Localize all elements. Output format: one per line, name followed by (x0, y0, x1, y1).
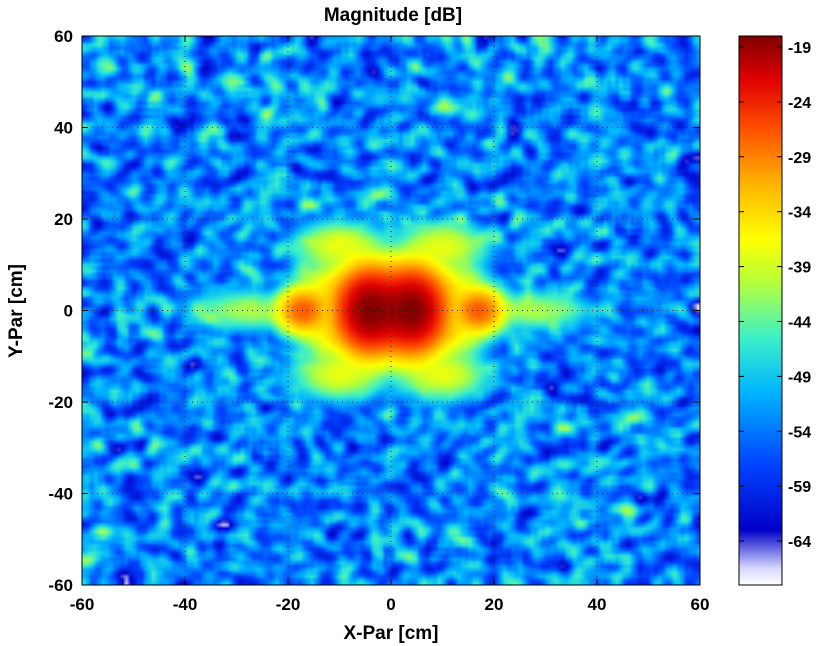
colorbar-tick-label: -64 (788, 534, 811, 551)
x-tick-label: -20 (276, 595, 301, 614)
colorbar-gradient (738, 35, 783, 586)
x-tick-label: 60 (691, 595, 710, 614)
x-axis-label: X-Par [cm] (343, 623, 438, 644)
y-tick-label: -40 (48, 485, 73, 504)
y-tick-label: 0 (64, 302, 73, 321)
colorbar-tick-label: -59 (788, 479, 811, 496)
colorbar-ticks: -19 -24 -29 -34 -39 -44 -49 -54 -59 -64 (739, 40, 811, 551)
y-axis-ticks: 60 40 20 0 -20 -40 -60 (48, 27, 700, 595)
y-tick-label: -60 (48, 576, 73, 595)
colorbar-tick-label: -34 (788, 205, 811, 222)
y-tick-label: -20 (48, 393, 73, 412)
y-axis-label: Y-Par [cm] (6, 264, 27, 358)
colorbar-tick-label: -54 (788, 424, 811, 441)
colorbar-tick-label: -19 (788, 40, 811, 57)
colorbar-tick-label: -44 (788, 314, 811, 331)
colorbar-tick-label: -24 (788, 95, 811, 112)
plot-area: -60 -40 -20 0 20 40 60 60 40 20 0 -20 -40 -60 (48, 27, 709, 614)
grid-lines (82, 36, 700, 585)
x-tick-label: 40 (588, 595, 607, 614)
y-tick-label: 20 (54, 210, 73, 229)
x-tick-label: 20 (485, 595, 504, 614)
x-tick-label: -60 (70, 595, 95, 614)
colorbar: -19 -24 -29 -34 -39 -44 -49 -54 -59 -64 (738, 35, 811, 586)
y-tick-label: 60 (54, 27, 73, 46)
colorbar-tick-label: -39 (788, 260, 811, 277)
x-axis-ticks: -60 -40 -20 0 20 40 60 (70, 36, 710, 614)
x-tick-label: -40 (173, 595, 198, 614)
x-tick-label: 0 (386, 595, 395, 614)
colorbar-tick-label: -29 (788, 150, 811, 167)
colorbar-tick-label: -49 (788, 369, 811, 386)
y-tick-label: 40 (54, 119, 73, 138)
chart-title: Magnitude [dB] (324, 5, 462, 26)
